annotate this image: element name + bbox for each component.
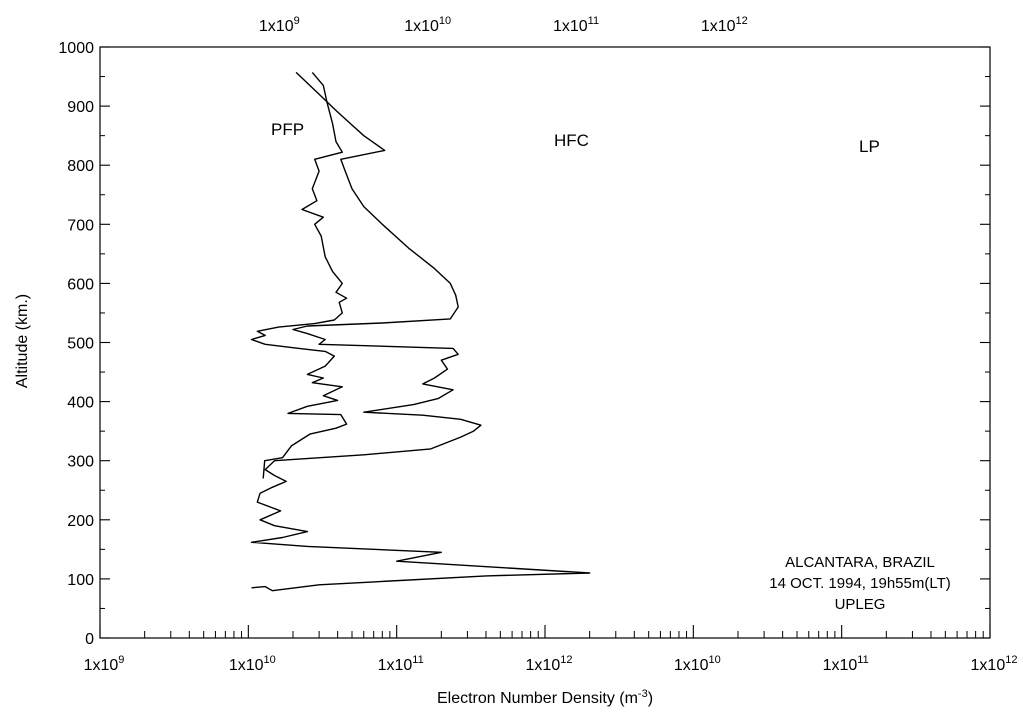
series-line-pfp: [250, 71, 348, 479]
labels-layer: 0 100 200 300 400 500 600 700 800 900 1000 1x109 1x1…: [58, 15, 1017, 674]
x-tick-label-top: 1x1011: [553, 15, 599, 35]
series-label-pfp: PFP: [271, 120, 304, 139]
x-tick-label-bottom: 1x1010: [229, 654, 276, 674]
annotation-line-2: 14 OCT. 1994, 19h55m(LT): [769, 575, 950, 592]
series-line-hfc: [250, 71, 591, 592]
axis-ticks-layer: [99, 46, 991, 639]
y-tick-label: 100: [67, 572, 94, 589]
x-tick-label-bottom: 1x1011: [823, 654, 869, 674]
series-label-lp: LP: [859, 137, 880, 156]
y-tick-label: 400: [67, 395, 94, 412]
x-tick-label-bottom: 1x1011: [378, 654, 424, 674]
annotation-line-3: UPLEG: [835, 596, 886, 613]
y-tick-label: 500: [67, 336, 94, 353]
x-tick-label-bottom: 1x1012: [971, 654, 1018, 674]
x-tick-label-top: 1x1012: [701, 15, 748, 35]
x-axis-title: Electron Number Density (m-3): [437, 688, 653, 707]
x-tick-label-bottom: 1x109: [84, 654, 125, 674]
y-tick-label: 200: [67, 513, 94, 530]
site-annotation: ALCANTARA, BRAZIL 14 OCT. 1994, 19h55m(L…: [769, 554, 950, 613]
y-axis-title: Altitude (km.): [14, 294, 31, 388]
x-tick-label-top: 1x109: [259, 15, 300, 35]
series-label-hfc: HFC: [554, 131, 589, 150]
y-tick-label: 1000: [58, 40, 94, 57]
x-tick-label-bottom: 1x1012: [526, 654, 573, 674]
y-tick-label: 600: [67, 276, 94, 293]
y-tick-label: 300: [67, 454, 94, 471]
x-tick-label-bottom: 1x1010: [674, 654, 721, 674]
y-tick-label: 900: [67, 99, 94, 116]
y-tick-label: 700: [67, 217, 94, 234]
plot-frame: [99, 46, 991, 639]
series-layer: [250, 71, 591, 592]
x-tick-label-top: 1x1010: [404, 15, 451, 35]
y-tick-label: 800: [67, 158, 94, 175]
y-tick-label: 0: [85, 631, 94, 648]
annotation-line-1: ALCANTARA, BRAZIL: [785, 554, 935, 571]
